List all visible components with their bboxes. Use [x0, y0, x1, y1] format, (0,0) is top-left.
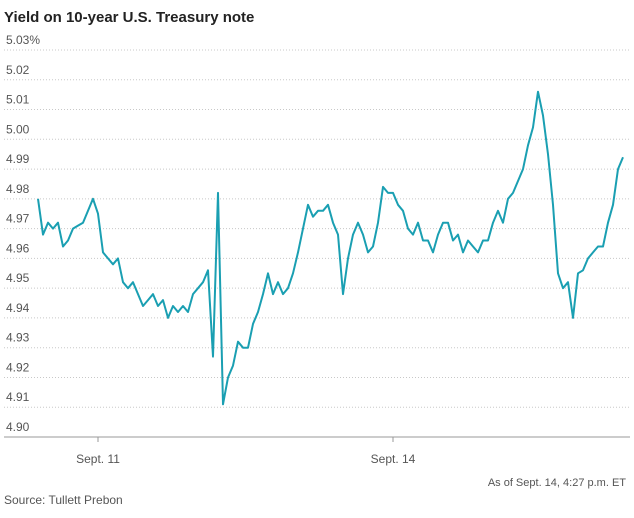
- y-tick-label: 4.92: [6, 360, 30, 374]
- line: [37, 90, 624, 406]
- chart-title: Yield on 10-year U.S. Treasury note: [4, 9, 254, 26]
- y-tick-label: 5.02: [6, 63, 30, 77]
- source: Source: Tullett Prebon: [4, 493, 123, 507]
- x-tick-label: Sept. 11: [76, 452, 120, 466]
- y-tick-label: 4.96: [6, 241, 30, 255]
- y-tick-label: 4.99: [6, 152, 30, 166]
- y-tick-label: 4.90: [6, 420, 30, 434]
- y-tick-label: 4.93: [6, 331, 30, 345]
- y-tick-label: 5.01: [6, 93, 30, 107]
- y-tick-label: 4.91: [6, 390, 30, 404]
- y-tick-label: 5.00: [6, 122, 30, 136]
- x-tick-label: Sept. 14: [371, 452, 416, 466]
- y-tick-label: 4.97: [6, 212, 30, 226]
- y-tick-label: 4.98: [6, 182, 30, 196]
- y-tick-label: 4.94: [6, 301, 30, 315]
- y-tick-label: 4.95: [6, 271, 30, 285]
- note: As of Sept. 14, 4:27 p.m. ET: [488, 477, 626, 489]
- y-tick-label: 5.03%: [6, 33, 40, 47]
